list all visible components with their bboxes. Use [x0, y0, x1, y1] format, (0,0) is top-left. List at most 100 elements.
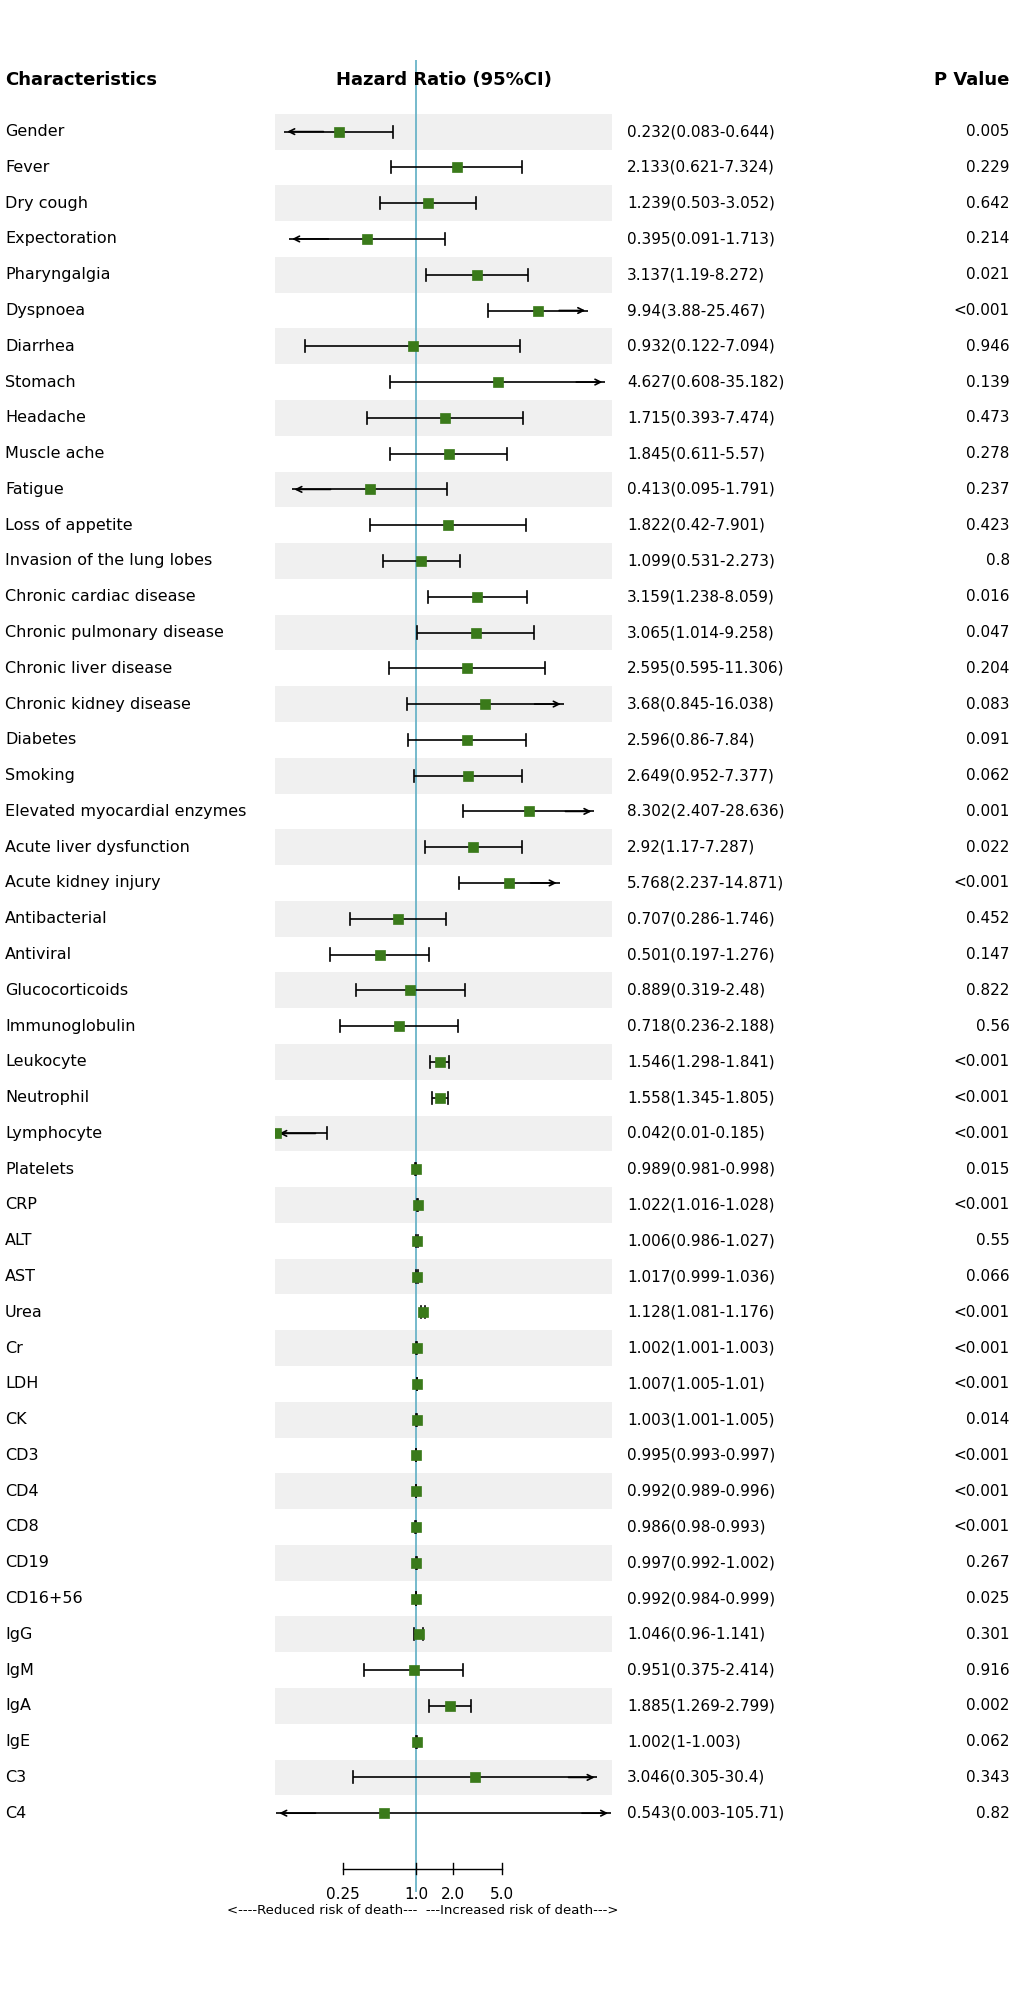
Bar [275, 220, 611, 256]
Bar [275, 1652, 611, 1688]
Text: 0.047: 0.047 [965, 625, 1009, 641]
Text: Stomach: Stomach [5, 374, 75, 390]
Bar [275, 901, 611, 937]
Bar [275, 1760, 611, 1796]
Bar [275, 865, 611, 901]
Text: 0.014: 0.014 [965, 1411, 1009, 1427]
Text: CK: CK [5, 1411, 26, 1427]
Text: 1.003(1.001-1.005): 1.003(1.001-1.005) [627, 1411, 774, 1427]
Text: Chronic cardiac disease: Chronic cardiac disease [5, 589, 196, 605]
Bar [275, 60, 611, 114]
Bar [275, 1329, 611, 1365]
Text: <0.001: <0.001 [953, 1091, 1009, 1105]
Text: 3.046(0.305-30.4): 3.046(0.305-30.4) [627, 1770, 765, 1786]
Bar [275, 1009, 611, 1043]
Text: 0.452: 0.452 [965, 911, 1009, 927]
Bar [275, 1365, 611, 1401]
Text: 0.237: 0.237 [965, 482, 1009, 496]
Bar [275, 723, 611, 757]
Text: 0.343: 0.343 [965, 1770, 1009, 1786]
Text: 0.229: 0.229 [965, 160, 1009, 174]
Text: 0.718(0.236-2.188): 0.718(0.236-2.188) [627, 1019, 774, 1033]
Text: 2.133(0.621-7.324): 2.133(0.621-7.324) [627, 160, 774, 174]
Bar [275, 543, 611, 579]
Text: 0.822: 0.822 [965, 983, 1009, 997]
Bar [275, 757, 611, 793]
Bar [275, 1115, 611, 1151]
Bar [275, 256, 611, 292]
Text: 3.68(0.845-16.038): 3.68(0.845-16.038) [627, 697, 774, 711]
Bar [275, 1295, 611, 1329]
Bar [275, 507, 611, 543]
Text: 1.017(0.999-1.036): 1.017(0.999-1.036) [627, 1269, 774, 1283]
Text: Diabetes: Diabetes [5, 733, 76, 747]
Text: 1.099(0.531-2.273): 1.099(0.531-2.273) [627, 553, 774, 569]
Text: 1.022(1.016-1.028): 1.022(1.016-1.028) [627, 1197, 774, 1213]
Text: 2.596(0.86-7.84): 2.596(0.86-7.84) [627, 733, 755, 747]
Text: IgM: IgM [5, 1662, 34, 1678]
Text: 0.214: 0.214 [965, 232, 1009, 246]
Text: Smoking: Smoking [5, 769, 75, 783]
Text: 0.139: 0.139 [965, 374, 1009, 390]
Text: 5.0: 5.0 [489, 1886, 514, 1902]
Text: 0.82: 0.82 [975, 1806, 1009, 1820]
Text: 0.278: 0.278 [965, 446, 1009, 460]
Text: CD4: CD4 [5, 1483, 39, 1499]
Text: 0.951(0.375-2.414): 0.951(0.375-2.414) [627, 1662, 774, 1678]
Bar [275, 1043, 611, 1079]
Text: 0.8: 0.8 [984, 553, 1009, 569]
Text: 0.301: 0.301 [965, 1628, 1009, 1642]
Text: 0.232(0.083-0.644): 0.232(0.083-0.644) [627, 124, 774, 138]
Text: Cr: Cr [5, 1341, 23, 1355]
Text: 0.083: 0.083 [965, 697, 1009, 711]
Text: Urea: Urea [5, 1305, 43, 1319]
Text: 1.002(1-1.003): 1.002(1-1.003) [627, 1734, 741, 1750]
Text: <0.001: <0.001 [953, 1483, 1009, 1499]
Text: <0.001: <0.001 [953, 1305, 1009, 1319]
Text: Leukocyte: Leukocyte [5, 1055, 87, 1069]
Text: 0.543(0.003-105.71): 0.543(0.003-105.71) [627, 1806, 784, 1820]
Text: Dyspnoea: Dyspnoea [5, 302, 86, 318]
Bar [275, 973, 611, 1009]
Text: 0.413(0.095-1.791): 0.413(0.095-1.791) [627, 482, 774, 496]
Text: 1.006(0.986-1.027): 1.006(0.986-1.027) [627, 1233, 774, 1247]
Bar [275, 1510, 611, 1546]
Text: Immunoglobulin: Immunoglobulin [5, 1019, 136, 1033]
Text: Loss of appetite: Loss of appetite [5, 519, 132, 533]
Text: 0.55: 0.55 [975, 1233, 1009, 1247]
Text: Hazard Ratio (95%CI): Hazard Ratio (95%CI) [335, 70, 551, 88]
Text: P Value: P Value [933, 70, 1009, 88]
Bar [275, 1223, 611, 1259]
Text: 1.046(0.96-1.141): 1.046(0.96-1.141) [627, 1628, 764, 1642]
Text: Acute kidney injury: Acute kidney injury [5, 875, 161, 891]
Text: 1.0: 1.0 [404, 1886, 428, 1902]
Text: 0.707(0.286-1.746): 0.707(0.286-1.746) [627, 911, 774, 927]
Text: <0.001: <0.001 [953, 1341, 1009, 1355]
Text: 0.267: 0.267 [965, 1556, 1009, 1570]
Text: 4.627(0.608-35.182): 4.627(0.608-35.182) [627, 374, 784, 390]
Bar [275, 1473, 611, 1510]
Text: Lymphocyte: Lymphocyte [5, 1125, 102, 1141]
Text: <0.001: <0.001 [953, 1520, 1009, 1534]
Text: 2.92(1.17-7.287): 2.92(1.17-7.287) [627, 839, 755, 855]
Text: 1.007(1.005-1.01): 1.007(1.005-1.01) [627, 1375, 764, 1391]
Text: 2.649(0.952-7.377): 2.649(0.952-7.377) [627, 769, 774, 783]
Text: 0.473: 0.473 [965, 410, 1009, 424]
Text: 1.715(0.393-7.474): 1.715(0.393-7.474) [627, 410, 774, 424]
Text: <0.001: <0.001 [953, 875, 1009, 891]
Text: 0.016: 0.016 [965, 589, 1009, 605]
Text: 1.885(1.269-2.799): 1.885(1.269-2.799) [627, 1698, 774, 1714]
Text: CD19: CD19 [5, 1556, 49, 1570]
Text: 0.001: 0.001 [965, 805, 1009, 819]
Text: 0.062: 0.062 [965, 1734, 1009, 1750]
Text: Neutrophil: Neutrophil [5, 1091, 89, 1105]
Text: 1.002(1.001-1.003): 1.002(1.001-1.003) [627, 1341, 774, 1355]
Text: CRP: CRP [5, 1197, 37, 1213]
Text: CD16+56: CD16+56 [5, 1592, 83, 1606]
Text: 1.239(0.503-3.052): 1.239(0.503-3.052) [627, 196, 774, 210]
Text: <0.001: <0.001 [953, 1125, 1009, 1141]
Text: 0.916: 0.916 [965, 1662, 1009, 1678]
Text: 0.025: 0.025 [965, 1592, 1009, 1606]
Text: CD8: CD8 [5, 1520, 39, 1534]
Bar [275, 1546, 611, 1582]
